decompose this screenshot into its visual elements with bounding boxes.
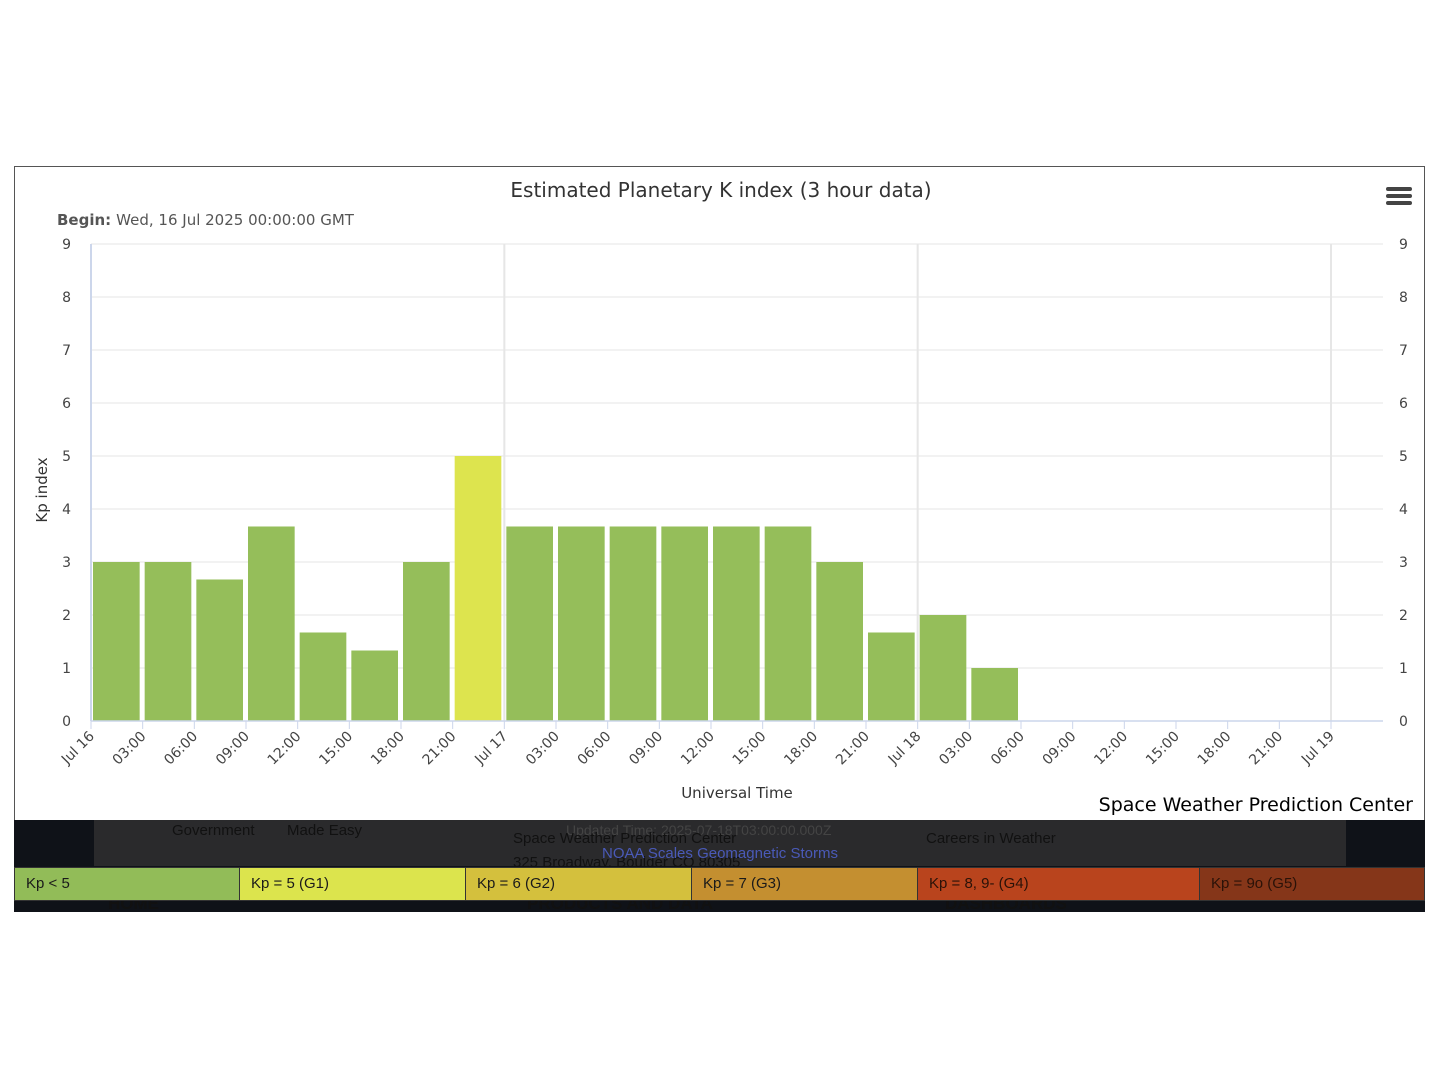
legend-item: Kp < 5 [14,867,240,901]
swpc-credit: Space Weather Prediction Center [1098,794,1413,816]
kp-bar [506,526,553,721]
footer-panel [94,820,1346,866]
kp-bar [403,562,450,721]
kp-bar [764,526,812,721]
careers-link[interactable]: Careers in Weather [926,830,1056,847]
x-tick-label: 12:00 [265,729,305,769]
subtitle-value: Wed, 16 Jul 2025 00:00:00 GMT [116,211,355,229]
x-tick-label: Jul 16 [58,728,98,768]
grid-layer [91,243,1383,722]
x-tick-label: 21:00 [420,729,460,769]
legend-item: Kp = 5 (G1) [240,867,466,901]
y-tick-label-right: 4 [1399,502,1408,518]
legend-item: Kp = 8, 9- (G4) [918,867,1200,901]
updated-time: Updated Time: 2025-07-18T03:00:00.000Z [566,822,832,838]
kp-scale-legend: Kp < 5 Kp = 5 (G1) Kp = 6 (G2) Kp = 7 (G3) K… [14,867,1425,901]
x-tick-label: 03:00 [523,729,563,769]
x-tick-label: Jul 19 [1298,729,1338,769]
y-tick-label-left: 9 [62,237,71,253]
y-tick-label-right: 8 [1399,290,1408,306]
y-tick-label-right: 2 [1399,608,1408,624]
subtitle-label: Begin: [57,211,111,229]
x-tick-label: 03:00 [936,729,976,769]
y-tick-label-right: 3 [1399,555,1408,571]
kp-bar [299,632,347,721]
y-tick-label-right: 6 [1399,396,1408,412]
org-name: Space Weather Prediction Center [513,830,737,847]
bars-layer [93,456,1018,721]
kp-bar [144,562,192,721]
x-tick-label: 15:00 [730,729,770,769]
x-tick-label: Jul 18 [885,729,925,769]
y-tick-label-right: 0 [1399,714,1408,730]
chart-title: Estimated Planetary K index (3 hour data… [510,178,931,202]
kp-bar [93,562,140,721]
y-tick-label-right: 7 [1399,343,1408,359]
y-tick-label-left: 5 [62,449,71,465]
kp-bar [196,579,243,721]
x-tick-label: 15:00 [316,729,356,769]
noaa-scales-heading[interactable]: NOAA Scales Geomagnetic Storms [602,845,838,862]
legend-item: Kp = 7 (G3) [692,867,918,901]
x-tick-label: 09:00 [626,729,666,769]
legend-item: Kp = 9o (G5) [1200,867,1425,901]
x-tick-label: 03:00 [110,729,150,769]
chart-menu-icon[interactable] [1384,184,1414,210]
x-tick-label: 21:00 [1246,729,1286,769]
kp-bar [609,526,657,721]
kp-bar [713,526,760,721]
x-tick-label: 18:00 [1195,729,1235,769]
chart-subtitle: Begin: Wed, 16 Jul 2025 00:00:00 GMT [57,211,355,229]
y-tick-label-left: 2 [62,608,71,624]
y-axis-title: Kp index [33,457,51,522]
y-tick-label-right: 9 [1399,237,1408,253]
chart-frame: 0 0 1 1 2 2 3 3 4 4 5 5 6 6 7 7 8 8 9 9 Jul 16 03:00 06:00 09:0… [14,166,1425,820]
usagov-tagline-1: Government [172,822,255,839]
legend-item: Kp = 6 (G2) [466,867,692,901]
kp-bar [868,632,915,721]
x-tick-label: 12:00 [1091,729,1131,769]
x-tick-label: 06:00 [575,729,615,769]
x-tick-label: 12:00 [678,729,718,769]
y-tick-label-left: 4 [62,502,71,518]
kp-bar [351,650,398,721]
y-tick-label-right: 1 [1399,661,1408,677]
y-tick-label-left: 8 [62,290,71,306]
y-tick-label-left: 3 [62,555,71,571]
x-axis-title: Universal Time [681,784,793,802]
kp-bar [248,526,295,721]
x-tick-label: 15:00 [1143,729,1183,769]
kp-bar [919,615,967,721]
x-tick-label: Jul 17 [471,729,511,769]
x-tick-label: 09:00 [213,729,253,769]
x-tick-label: 18:00 [368,729,408,769]
x-tick-label: 06:00 [988,729,1028,769]
org-address: 325 Broadway, Boulder CO 80305 [513,854,741,871]
x-tick-label: 09:00 [1040,729,1080,769]
y-tick-label-left: 0 [62,714,71,730]
y-tick-label-left: 7 [62,343,71,359]
x-tick-label: 18:00 [781,729,821,769]
y-tick-label-right: 5 [1399,449,1408,465]
x-tick-label: 21:00 [833,729,873,769]
kp-bar [661,526,708,721]
y-tick-label-left: 6 [62,396,71,412]
x-tick-label: 06:00 [161,729,201,769]
kp-bar [558,526,605,721]
kp-bar [454,456,502,721]
kp-bar [816,562,863,721]
y-tick-label-left: 1 [62,661,71,677]
usagov-tagline-2: Made Easy [287,822,363,839]
kp-index-chart: 0 0 1 1 2 2 3 3 4 4 5 5 6 6 7 7 8 8 9 9 Jul 16 03:00 06:00 09:0… [33,178,1408,802]
kp-bar [971,668,1018,721]
